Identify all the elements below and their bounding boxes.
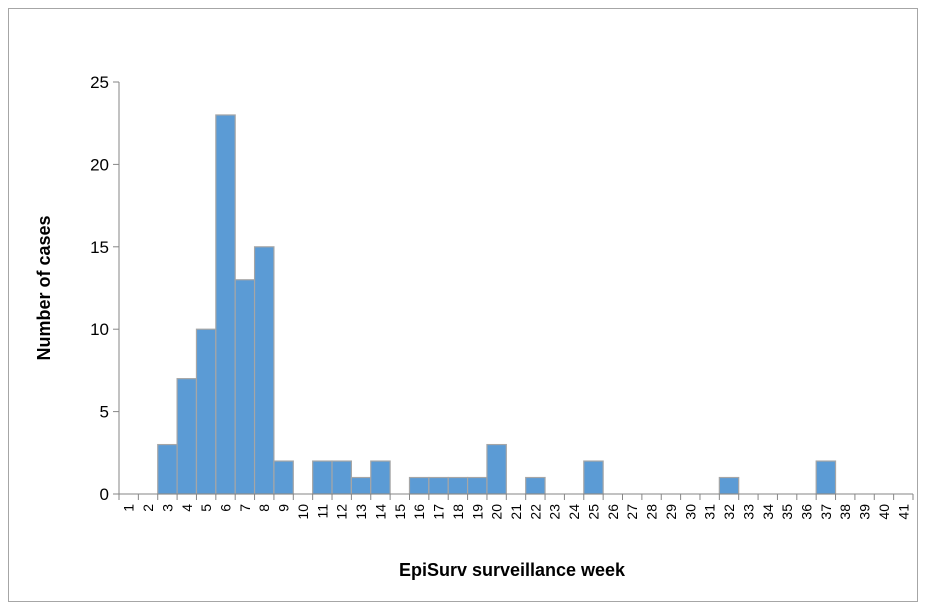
x-tick-label: 30 [682,504,698,520]
x-tick-label: 32 [721,504,737,520]
x-tick-label: 20 [489,504,505,520]
y-tick-label: 10 [90,320,109,339]
x-tick-label: 16 [411,504,427,520]
x-tick-label: 26 [605,504,621,520]
x-tick-label: 6 [218,504,234,512]
bar-week-22 [525,476,546,495]
x-tick-label: 7 [237,504,253,512]
x-axis-ticks: 1 2 3 4 5 6 7 8 9 10 11 12 13 14 15 16 17 18 19 20 21 22 23 24 2… [118,494,914,520]
bar-week-37 [815,460,837,495]
x-tick-label: 31 [702,504,718,520]
bar-week-19 [466,476,488,495]
bar-week-11 [312,460,333,495]
x-tick-label: 38 [837,504,853,520]
bar-week-20 [486,443,507,495]
x-tick-label: 23 [547,504,563,520]
bar-week-12 [331,460,352,495]
y-axis-title: Number of cases [34,215,54,360]
chart-frame [8,8,918,602]
y-tick-label: 15 [90,238,109,257]
bar-week-18 [447,476,469,495]
x-tick-label: 41 [895,504,911,520]
x-tick-label: 21 [508,504,524,520]
bar-week-5 [195,328,217,495]
x-tick-label: 40 [876,504,892,520]
x-tick-label: 15 [392,504,408,520]
x-tick-label: 22 [527,504,543,520]
x-axis-title: EpiSurv surveillance week [399,560,626,580]
bar-week-32 [718,476,740,495]
x-tick-label: 27 [624,504,640,520]
bar-week-14 [370,460,391,495]
bar-week-3 [157,443,178,495]
x-tick-label: 19 [469,504,485,520]
x-tick-label: 35 [779,504,795,520]
bar-week-4 [176,378,198,495]
x-tick-label: 13 [353,504,369,520]
x-tick-label: 25 [585,504,601,520]
bar-week-6 [215,114,236,495]
x-tick-label: 39 [857,504,873,520]
bar-week-16 [408,476,430,495]
bar-week-8 [253,246,275,495]
x-tick-label: 17 [431,504,447,520]
x-tick-label: 4 [179,504,195,512]
x-tick-label: 3 [159,504,175,512]
x-tick-label: 1 [121,504,137,512]
bar-week-13 [350,476,372,495]
bar-week-17 [428,476,449,495]
x-tick-label: 10 [295,504,311,520]
bars-group [157,114,837,495]
x-tick-label: 14 [372,504,388,520]
bar-week-9 [273,460,294,495]
bar-week-7 [234,279,256,495]
y-tick-label: 25 [90,73,109,92]
x-tick-label: 24 [566,504,582,520]
bar-week-25 [583,460,604,495]
x-tick-label: 33 [740,504,756,520]
x-tick-label: 2 [140,504,156,512]
x-tick-label: 28 [644,504,660,520]
x-tick-label: 8 [256,504,272,512]
x-tick-label: 37 [818,504,834,520]
x-tick-label: 36 [798,504,814,520]
x-tick-label: 9 [276,504,292,512]
y-axis-ticks: 0 5 10 15 20 25 [90,73,119,504]
x-tick-label: 18 [450,504,466,520]
y-tick-label: 0 [100,485,109,504]
x-tick-label: 12 [334,504,350,520]
x-tick-label: 34 [760,504,776,520]
y-tick-label: 5 [100,403,109,422]
x-tick-label: 5 [198,504,214,512]
y-tick-label: 20 [90,155,109,174]
x-tick-label: 11 [314,504,330,519]
x-tick-label: 29 [663,504,679,520]
